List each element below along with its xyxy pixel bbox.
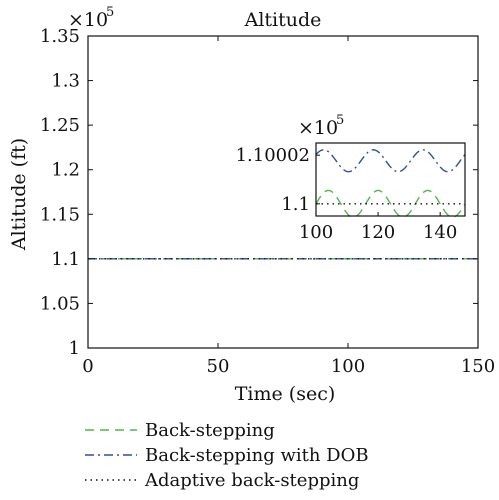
- y-axis-label: Altitude (ft): [8, 138, 30, 251]
- inset-y-tick-label: 1.10002: [236, 145, 310, 166]
- inset-plot-frame: [315, 142, 466, 217]
- inset-y-tick-label: 1.1: [281, 194, 310, 215]
- y-axis-ticks: 11.051.11.151.21.251.31.35: [40, 26, 478, 359]
- y-tick-label: 1.05: [40, 293, 80, 314]
- inset-x-tick-label: 120: [361, 222, 395, 243]
- inset-y-exponent-base: ×10: [298, 117, 338, 139]
- y-tick-label: 1.3: [51, 71, 80, 92]
- y-tick-label: 1.35: [40, 26, 80, 47]
- y-tick-label: 1.25: [40, 115, 80, 136]
- y-tick-label: 1.1: [51, 249, 80, 270]
- x-tick-label: 150: [461, 356, 495, 377]
- y-axis-exponent-base: ×10: [68, 9, 108, 31]
- inset-x-tick-label: 140: [423, 222, 457, 243]
- x-axis-label: Time (sec): [235, 383, 336, 405]
- y-tick-label: 1.2: [51, 160, 80, 181]
- y-tick-label: 1.15: [40, 204, 80, 225]
- inset-plot: 100 120 140 1.1 1.10002 ×10 5: [236, 113, 466, 243]
- legend-label-2: Back-stepping with DOB: [145, 445, 369, 466]
- main-plot-frame: [87, 35, 479, 349]
- inset-series-line-2: [315, 149, 466, 173]
- x-tick-label: 0: [82, 356, 93, 377]
- legend: Back-stepping Back-stepping with DOB Adapt…: [85, 420, 369, 491]
- chart-title: Altitude: [244, 9, 322, 31]
- legend-label-1: Back-stepping: [145, 420, 275, 441]
- inset-plot-background: [316, 143, 465, 216]
- y-axis-exponent-power: 5: [106, 5, 114, 20]
- x-axis-ticks: 0 50 100 150: [82, 36, 495, 377]
- x-tick-label: 50: [207, 356, 230, 377]
- inset-y-exponent-power: 5: [336, 113, 344, 128]
- main-plot: Altitude 0 50 100 150 11.051.11.151.21.251.…: [8, 5, 495, 405]
- inset-series-line-1: [315, 189, 466, 218]
- inset-y-axis-ticks: 1.1 1.10002: [236, 145, 320, 215]
- legend-label-3: Adaptive back-stepping: [144, 470, 359, 491]
- y-tick-label: 1: [69, 338, 80, 359]
- inset-x-tick-label: 100: [299, 222, 333, 243]
- inset-series-group: [315, 149, 466, 218]
- x-tick-label: 100: [331, 356, 365, 377]
- inset-x-axis-ticks: 100 120 140: [299, 212, 457, 243]
